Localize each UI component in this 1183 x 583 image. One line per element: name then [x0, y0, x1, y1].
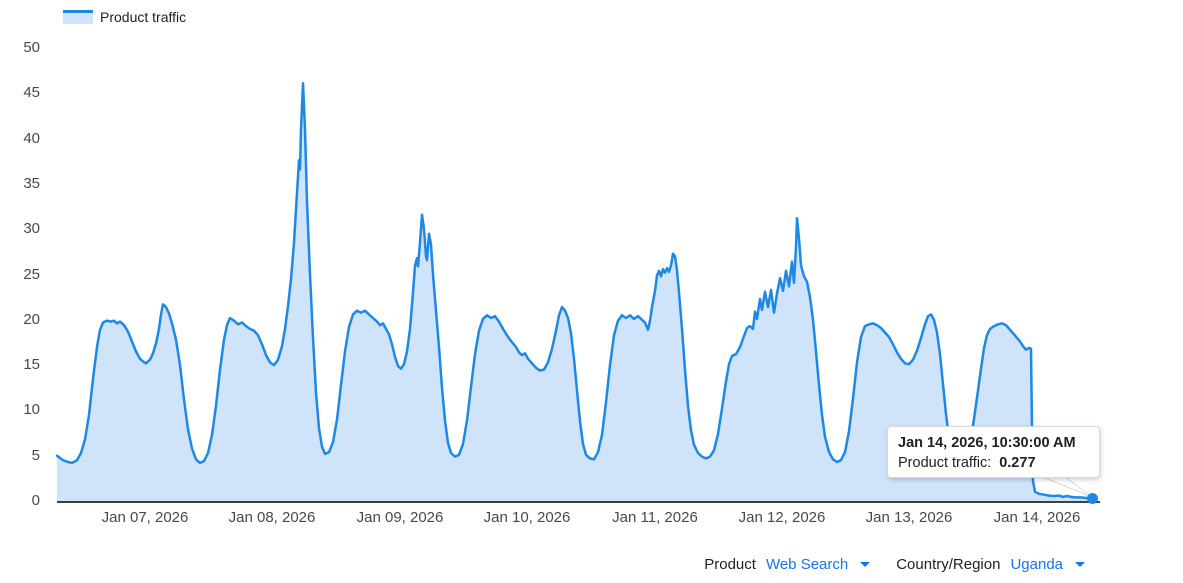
x-tick-label: Jan 07, 2026 [101, 509, 189, 526]
country-region-select-value[interactable]: Uganda [1010, 556, 1063, 573]
tooltip-series-label: Product traffic: [898, 455, 992, 471]
x-tick-label: Jan 10, 2026 [483, 509, 571, 526]
chevron-down-icon[interactable] [860, 562, 871, 567]
legend: Product traffic [63, 9, 186, 25]
tooltip-timestamp: Jan 14, 2026, 10:30:00 AM [898, 435, 1076, 451]
y-tick-label: 5 [31, 446, 40, 464]
y-tick-label: 25 [23, 265, 40, 283]
x-tick-label: Jan 12, 2026 [738, 509, 826, 526]
y-tick-label: 35 [23, 174, 40, 192]
data-point-tooltip: Jan 14, 2026, 10:30:00 AM Product traffi… [887, 426, 1100, 478]
series-swatch-icon [63, 10, 93, 24]
x-tick-label: Jan 14, 2026 [993, 509, 1081, 526]
series-line [55, 82, 1094, 500]
tooltip-series-row: Product traffic: 0.277 [898, 453, 1089, 473]
y-tick-label: 15 [23, 356, 40, 374]
y-tick-label: 0 [31, 492, 40, 509]
country-region-select[interactable]: Uganda [1010, 556, 1085, 573]
y-tick-label: 10 [23, 401, 40, 419]
product-select-value[interactable]: Web Search [765, 556, 849, 573]
country-region-label: Country/Region [896, 556, 1001, 573]
x-tick-label: Jan 09, 2026 [356, 509, 444, 526]
chevron-down-icon[interactable] [1075, 562, 1085, 567]
legend-label: Product traffic [100, 9, 187, 25]
x-tick-label: Jan 08, 2026 [228, 509, 316, 526]
chart-filter-controls: Product Web Search Country/Region Uganda [704, 556, 1085, 573]
product-label: Product [704, 556, 756, 573]
y-tick-label: 30 [23, 220, 40, 238]
y-tick-label: 45 [23, 84, 40, 102]
y-tick-label: 50 [23, 39, 40, 56]
x-tick-label: Jan 11, 2026 [612, 509, 698, 526]
x-tick-label: Jan 13, 2026 [865, 509, 953, 526]
product-select[interactable]: Web Search [765, 556, 871, 573]
hovered-data-point-dot[interactable] [1086, 492, 1098, 504]
tooltip-value: 0.277 [999, 455, 1036, 471]
y-tick-label: 40 [23, 129, 40, 147]
y-tick-label: 20 [23, 310, 40, 328]
